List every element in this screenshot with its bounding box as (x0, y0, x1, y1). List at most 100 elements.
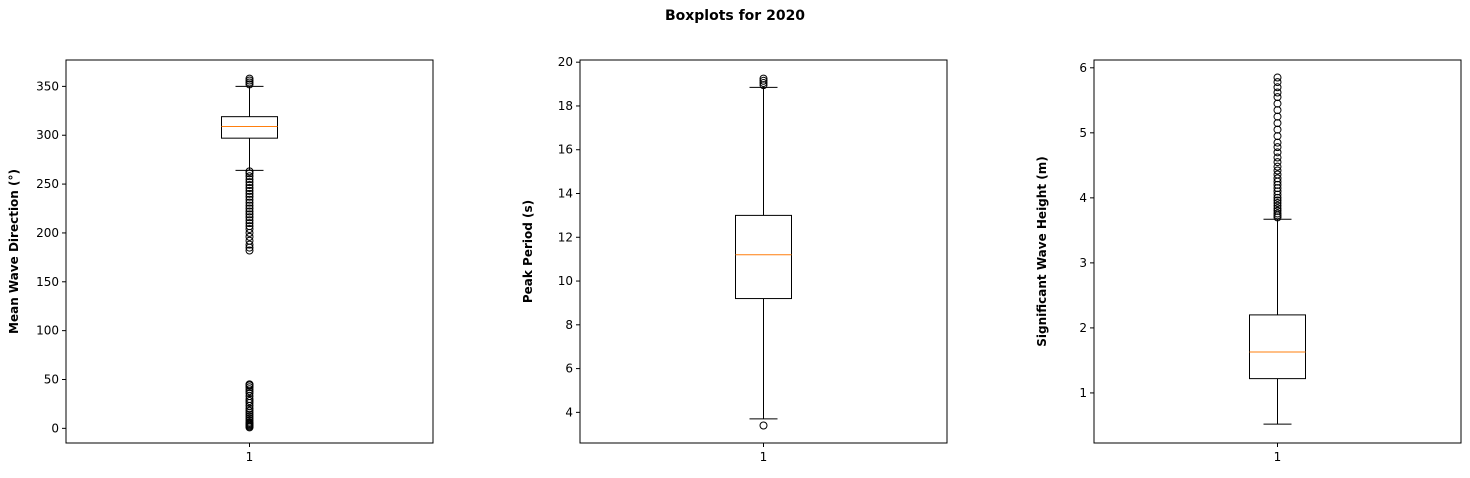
outlier-point (1273, 196, 1282, 205)
y-axis-label: Peak Period (s) (521, 200, 535, 303)
outlier-point (245, 395, 254, 404)
y-tick-label: 4 (1079, 191, 1087, 205)
y-tick-label: 150 (36, 275, 59, 289)
outlier-point (1273, 83, 1282, 92)
y-tick-label: 14 (558, 187, 573, 201)
y-tick-label: 6 (1079, 61, 1087, 75)
outlier-point (245, 383, 254, 392)
outlier-point (245, 183, 254, 192)
outlier-point (245, 213, 254, 222)
y-tick-label: 6 (565, 362, 573, 376)
outlier-point (245, 410, 254, 419)
outlier-point (245, 225, 254, 234)
outlier-point (1273, 106, 1282, 115)
outlier-point (1273, 93, 1282, 102)
outlier-point (245, 380, 254, 389)
outlier-point (1273, 88, 1282, 97)
outlier-point (245, 169, 254, 178)
outlier-point (1273, 112, 1282, 121)
outlier-point (759, 421, 768, 430)
iqr-box (221, 116, 278, 139)
outlier-point (245, 416, 254, 425)
outlier-point (1273, 78, 1282, 87)
x-tick-label: 1 (760, 450, 768, 464)
outlier-point (759, 78, 768, 87)
y-tick-label: 2 (1079, 321, 1087, 335)
plot-frame (65, 59, 434, 444)
outlier-point (245, 406, 254, 415)
y-tick-label: 100 (36, 324, 59, 338)
y-tick-label: 50 (44, 372, 59, 386)
outlier-point (245, 219, 254, 228)
outlier-point (1273, 138, 1282, 147)
y-tick-label: 4 (565, 405, 573, 419)
outlier-point (1273, 162, 1282, 171)
iqr-box (1249, 314, 1306, 380)
outlier-point (1273, 206, 1282, 215)
y-tick-label: 20 (558, 55, 573, 69)
y-tick-label: 1 (1079, 386, 1087, 400)
y-tick-label: 300 (36, 128, 59, 142)
y-axis-label: Significant Wave Height (m) (1035, 156, 1049, 346)
outlier-point (245, 192, 254, 201)
y-tick-label: 5 (1079, 126, 1087, 140)
outlier-point (245, 189, 254, 198)
outlier-point (245, 78, 254, 87)
outlier-point (1273, 125, 1282, 134)
outlier-point (245, 186, 254, 195)
outlier-point (245, 167, 254, 176)
outlier-point (245, 222, 254, 231)
y-tick-label: 16 (558, 143, 573, 157)
y-tick-label: 200 (36, 226, 59, 240)
outlier-point (245, 207, 254, 216)
y-tick-label: 12 (558, 230, 573, 244)
outlier-point (245, 181, 254, 190)
y-axis-label: Mean Wave Direction (°) (7, 169, 21, 334)
outlier-point (245, 198, 254, 207)
iqr-box (735, 214, 792, 300)
outlier-point (759, 74, 768, 83)
outlier-point (1273, 99, 1282, 108)
y-tick-label: 0 (51, 421, 59, 435)
x-tick-label: 1 (246, 450, 254, 464)
outlier-point (245, 236, 254, 245)
outlier-point (1273, 209, 1282, 218)
outlier-point (245, 210, 254, 219)
outlier-point (1273, 166, 1282, 175)
figure-title: Boxplots for 2020 (664, 8, 806, 24)
outlier-point (1273, 73, 1282, 82)
outlier-point (1273, 148, 1282, 157)
y-tick-label: 8 (565, 318, 573, 332)
outlier-point (245, 201, 254, 210)
y-tick-label: 3 (1079, 256, 1087, 270)
outlier-point (1273, 153, 1282, 162)
outlier-point (245, 414, 254, 423)
outlier-point (245, 175, 254, 184)
outlier-point (1273, 201, 1282, 210)
outlier-point (245, 216, 254, 225)
outlier-point (245, 76, 254, 85)
y-tick-label: 250 (36, 177, 59, 191)
plot-frame (1093, 59, 1462, 444)
plot-frame (579, 59, 948, 444)
outlier-point (245, 396, 254, 405)
outlier-point (1273, 132, 1282, 141)
outlier-point (245, 404, 254, 413)
outlier-point (245, 385, 254, 394)
outlier-point (245, 80, 254, 89)
outlier-point (245, 178, 254, 187)
outlier-point (245, 389, 254, 398)
outlier-point (1273, 174, 1282, 183)
outlier-point (1273, 143, 1282, 152)
outlier-point (245, 74, 254, 83)
outlier-point (1273, 199, 1282, 208)
outlier-point (245, 240, 254, 249)
outlier-point (1273, 158, 1282, 167)
outlier-point (759, 76, 768, 85)
x-tick-label: 1 (1274, 450, 1282, 464)
outlier-point (245, 412, 254, 421)
outlier-point (245, 246, 254, 255)
outlier-point (1273, 119, 1282, 128)
outlier-point (245, 232, 254, 241)
